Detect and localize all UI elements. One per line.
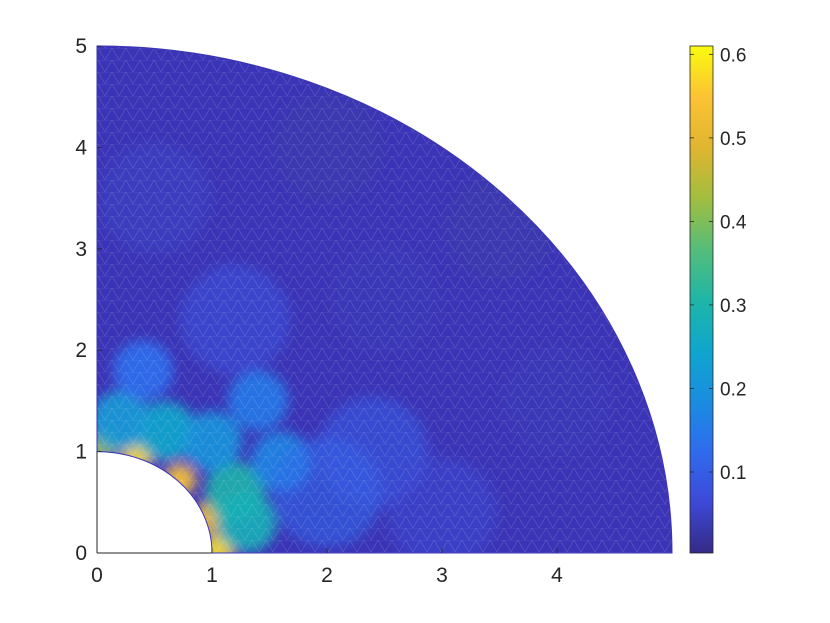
y-tick-label: 0 [75,542,87,565]
x-tick-label: 2 [321,564,333,587]
colorbar-tick-label: 0.3 [720,296,746,317]
colorbar-tick-label: 0.2 [720,379,746,400]
colorbar-tick-label: 0.5 [720,129,746,150]
mesh-overlay [97,46,672,553]
domain-outline [96,45,673,554]
x-tick-label: 4 [551,564,563,587]
colorbar-tick-label: 0.4 [720,212,747,233]
y-tick-label: 4 [75,136,87,159]
plot-area [96,45,673,554]
colorbar-tick-label: 0.1 [720,463,746,484]
y-axis: 0 1 2 3 4 5 [75,35,102,565]
colorbar-tick-label: 0.6 [720,45,746,66]
x-tick-label: 3 [436,564,448,587]
x-axis: 0 1 2 3 4 [91,548,563,587]
x-tick-label: 1 [206,564,218,587]
y-tick-label: 5 [75,35,87,58]
colorbar-body [689,45,714,554]
y-tick-label: 3 [75,238,87,261]
colorbar: 0.1 0.2 0.3 0.4 0.5 0.6 [689,45,747,554]
y-tick-label: 1 [75,441,87,464]
x-tick-label: 0 [91,564,103,587]
y-tick-label: 2 [75,339,87,362]
colorbar-ticks: 0.1 0.2 0.3 0.4 0.5 0.6 [690,45,747,484]
